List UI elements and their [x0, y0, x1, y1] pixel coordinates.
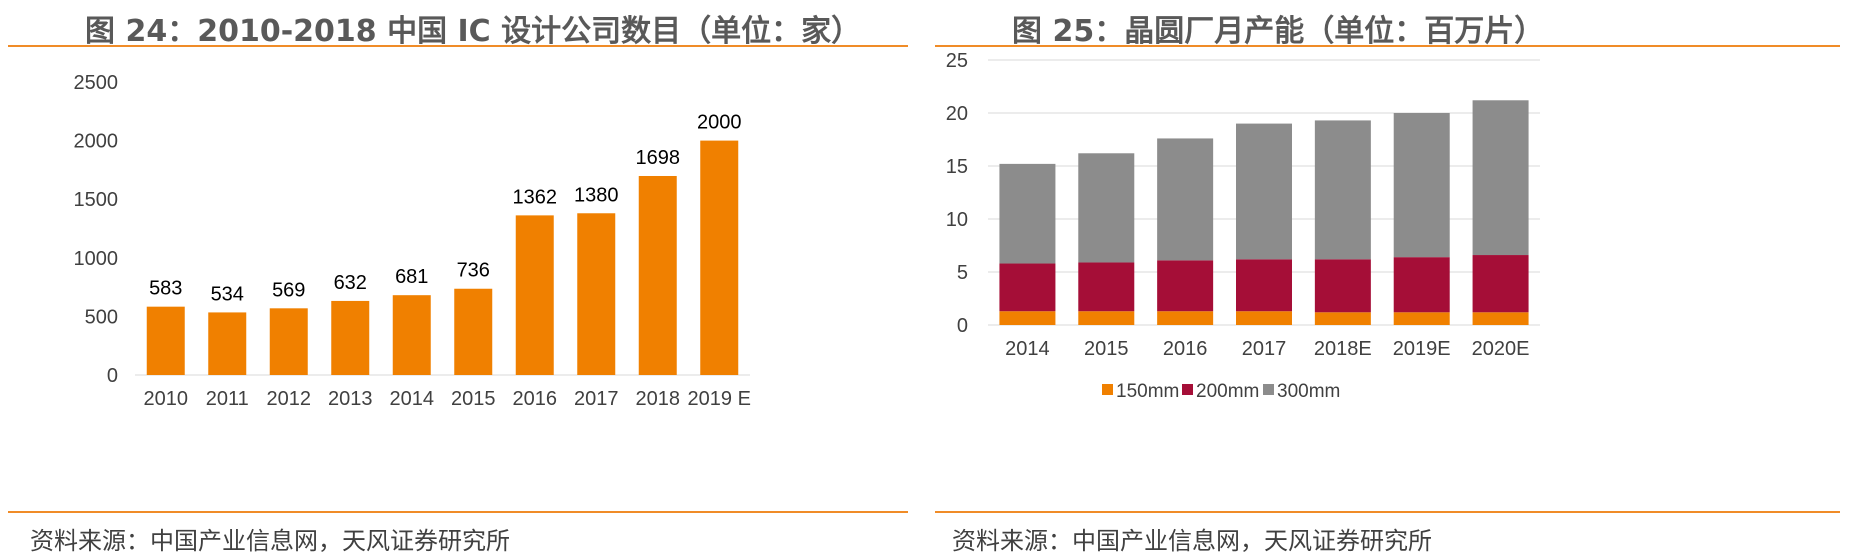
legend-swatch	[1102, 384, 1113, 395]
x-tick-label: 2014	[1005, 338, 1050, 360]
y-tick-label: 1500	[74, 189, 119, 211]
legend-label: 150mm	[1116, 381, 1179, 402]
y-tick-label: 500	[85, 306, 118, 328]
y-tick-label: 15	[946, 156, 968, 178]
legend-label: 300mm	[1277, 381, 1340, 402]
bar-segment-200mm	[1472, 255, 1529, 313]
legend-swatch	[1182, 384, 1193, 395]
y-tick-label: 0	[957, 315, 968, 337]
bar-segment-300mm	[1078, 153, 1135, 263]
bar-segment-200mm	[999, 263, 1056, 312]
bar-segment-150mm	[999, 311, 1056, 325]
data-label: 736	[457, 260, 490, 282]
bar-segment-150mm	[1157, 311, 1214, 325]
y-tick-label: 5	[957, 262, 968, 284]
x-tick-label: 2016	[1163, 338, 1208, 360]
x-tick-label: 2018E	[1314, 338, 1372, 360]
title-rule	[8, 45, 908, 47]
data-label: 2000	[697, 112, 742, 134]
legend-label: 200mm	[1196, 381, 1259, 402]
y-tick-label: 10	[946, 209, 968, 231]
bar	[577, 213, 616, 375]
title-rule	[935, 45, 1840, 47]
x-tick-label: 2017	[574, 388, 619, 410]
x-tick-label: 2015	[1084, 338, 1129, 360]
bar	[700, 140, 739, 375]
x-tick-label: 2012	[267, 388, 312, 410]
x-tick-label: 2013	[328, 388, 373, 410]
x-tick-label: 2018	[636, 388, 681, 410]
y-tick-label: 25	[946, 50, 968, 72]
data-label: 1698	[636, 147, 681, 169]
bar	[454, 288, 493, 375]
bar-segment-300mm	[999, 163, 1056, 264]
data-label: 534	[211, 283, 244, 305]
y-tick-label: 2500	[74, 72, 119, 94]
bar-segment-150mm	[1236, 311, 1292, 325]
x-tick-label: 2019E	[1393, 338, 1451, 360]
source-rule	[935, 511, 1840, 513]
wafer-capacity-chart: 0 5 10 15 20 25 2014 2015 2016 2017 2018E 2019E 2020…	[946, 50, 1540, 402]
bar	[392, 295, 431, 375]
bar-segment-200mm	[1236, 259, 1292, 312]
figure-24-panel: 图 24：2010-2018 中国 IC 设计公司数目（单位：家） 0 500 10…	[0, 0, 920, 558]
data-label: 583	[149, 278, 182, 300]
figure-24-title: 图 24：2010-2018 中国 IC 设计公司数目（单位：家）	[85, 14, 862, 49]
bar-segment-300mm	[1236, 123, 1292, 260]
bar	[638, 175, 677, 375]
bar-segment-200mm	[1314, 259, 1371, 313]
bar-segment-200mm	[1393, 257, 1450, 313]
bar-segment-200mm	[1157, 260, 1214, 312]
figure-25-panel: 图 25：晶圆厂月产能（单位：百万片） 0 5 10 15 20 25 2014 2015 20…	[930, 0, 1852, 558]
x-tick-label: 2020E	[1472, 338, 1530, 360]
source-rule	[8, 511, 908, 513]
data-label: 681	[395, 266, 428, 288]
y-tick-label: 1000	[74, 248, 119, 270]
source-note: 资料来源：中国产业信息网，天风证券研究所	[952, 527, 1432, 555]
bar-segment-300mm	[1393, 113, 1450, 258]
x-tick-label: 2015	[451, 388, 496, 410]
bar	[208, 312, 247, 375]
x-tick-label: 2014	[390, 388, 435, 410]
figure-25-title: 图 25：晶圆厂月产能（单位：百万片）	[1012, 14, 1545, 49]
bar	[269, 308, 308, 375]
x-tick-label: 2019 E	[688, 388, 751, 410]
data-label: 632	[334, 272, 367, 294]
bar-segment-200mm	[1078, 262, 1135, 312]
x-tick-label: 2011	[206, 388, 249, 410]
data-label: 569	[272, 279, 305, 301]
bar-segment-150mm	[1314, 312, 1371, 325]
x-tick-label: 2016	[513, 388, 558, 410]
bar-segment-300mm	[1314, 120, 1371, 260]
legend-swatch	[1263, 384, 1274, 395]
bar-segment-300mm	[1472, 100, 1529, 256]
bar-segment-150mm	[1393, 312, 1450, 325]
y-tick-label: 20	[946, 103, 968, 125]
data-label: 1362	[513, 186, 558, 208]
data-label: 1380	[574, 184, 619, 206]
bar	[146, 306, 185, 375]
x-tick-label: 2010	[144, 388, 189, 410]
y-tick-label: 2000	[74, 131, 119, 153]
bar	[515, 215, 554, 375]
bar-segment-300mm	[1157, 138, 1214, 261]
y-tick-label: 0	[107, 365, 118, 387]
source-note: 资料来源：中国产业信息网，天风证券研究所	[30, 527, 510, 555]
ic-design-companies-chart: 0 500 1000 1500 2000 2500 583 2010 534 2011 569 201…	[74, 72, 751, 410]
bar-segment-150mm	[1078, 311, 1135, 325]
x-tick-label: 2017	[1242, 338, 1287, 360]
bar-segment-150mm	[1472, 312, 1529, 325]
bar	[331, 300, 370, 375]
